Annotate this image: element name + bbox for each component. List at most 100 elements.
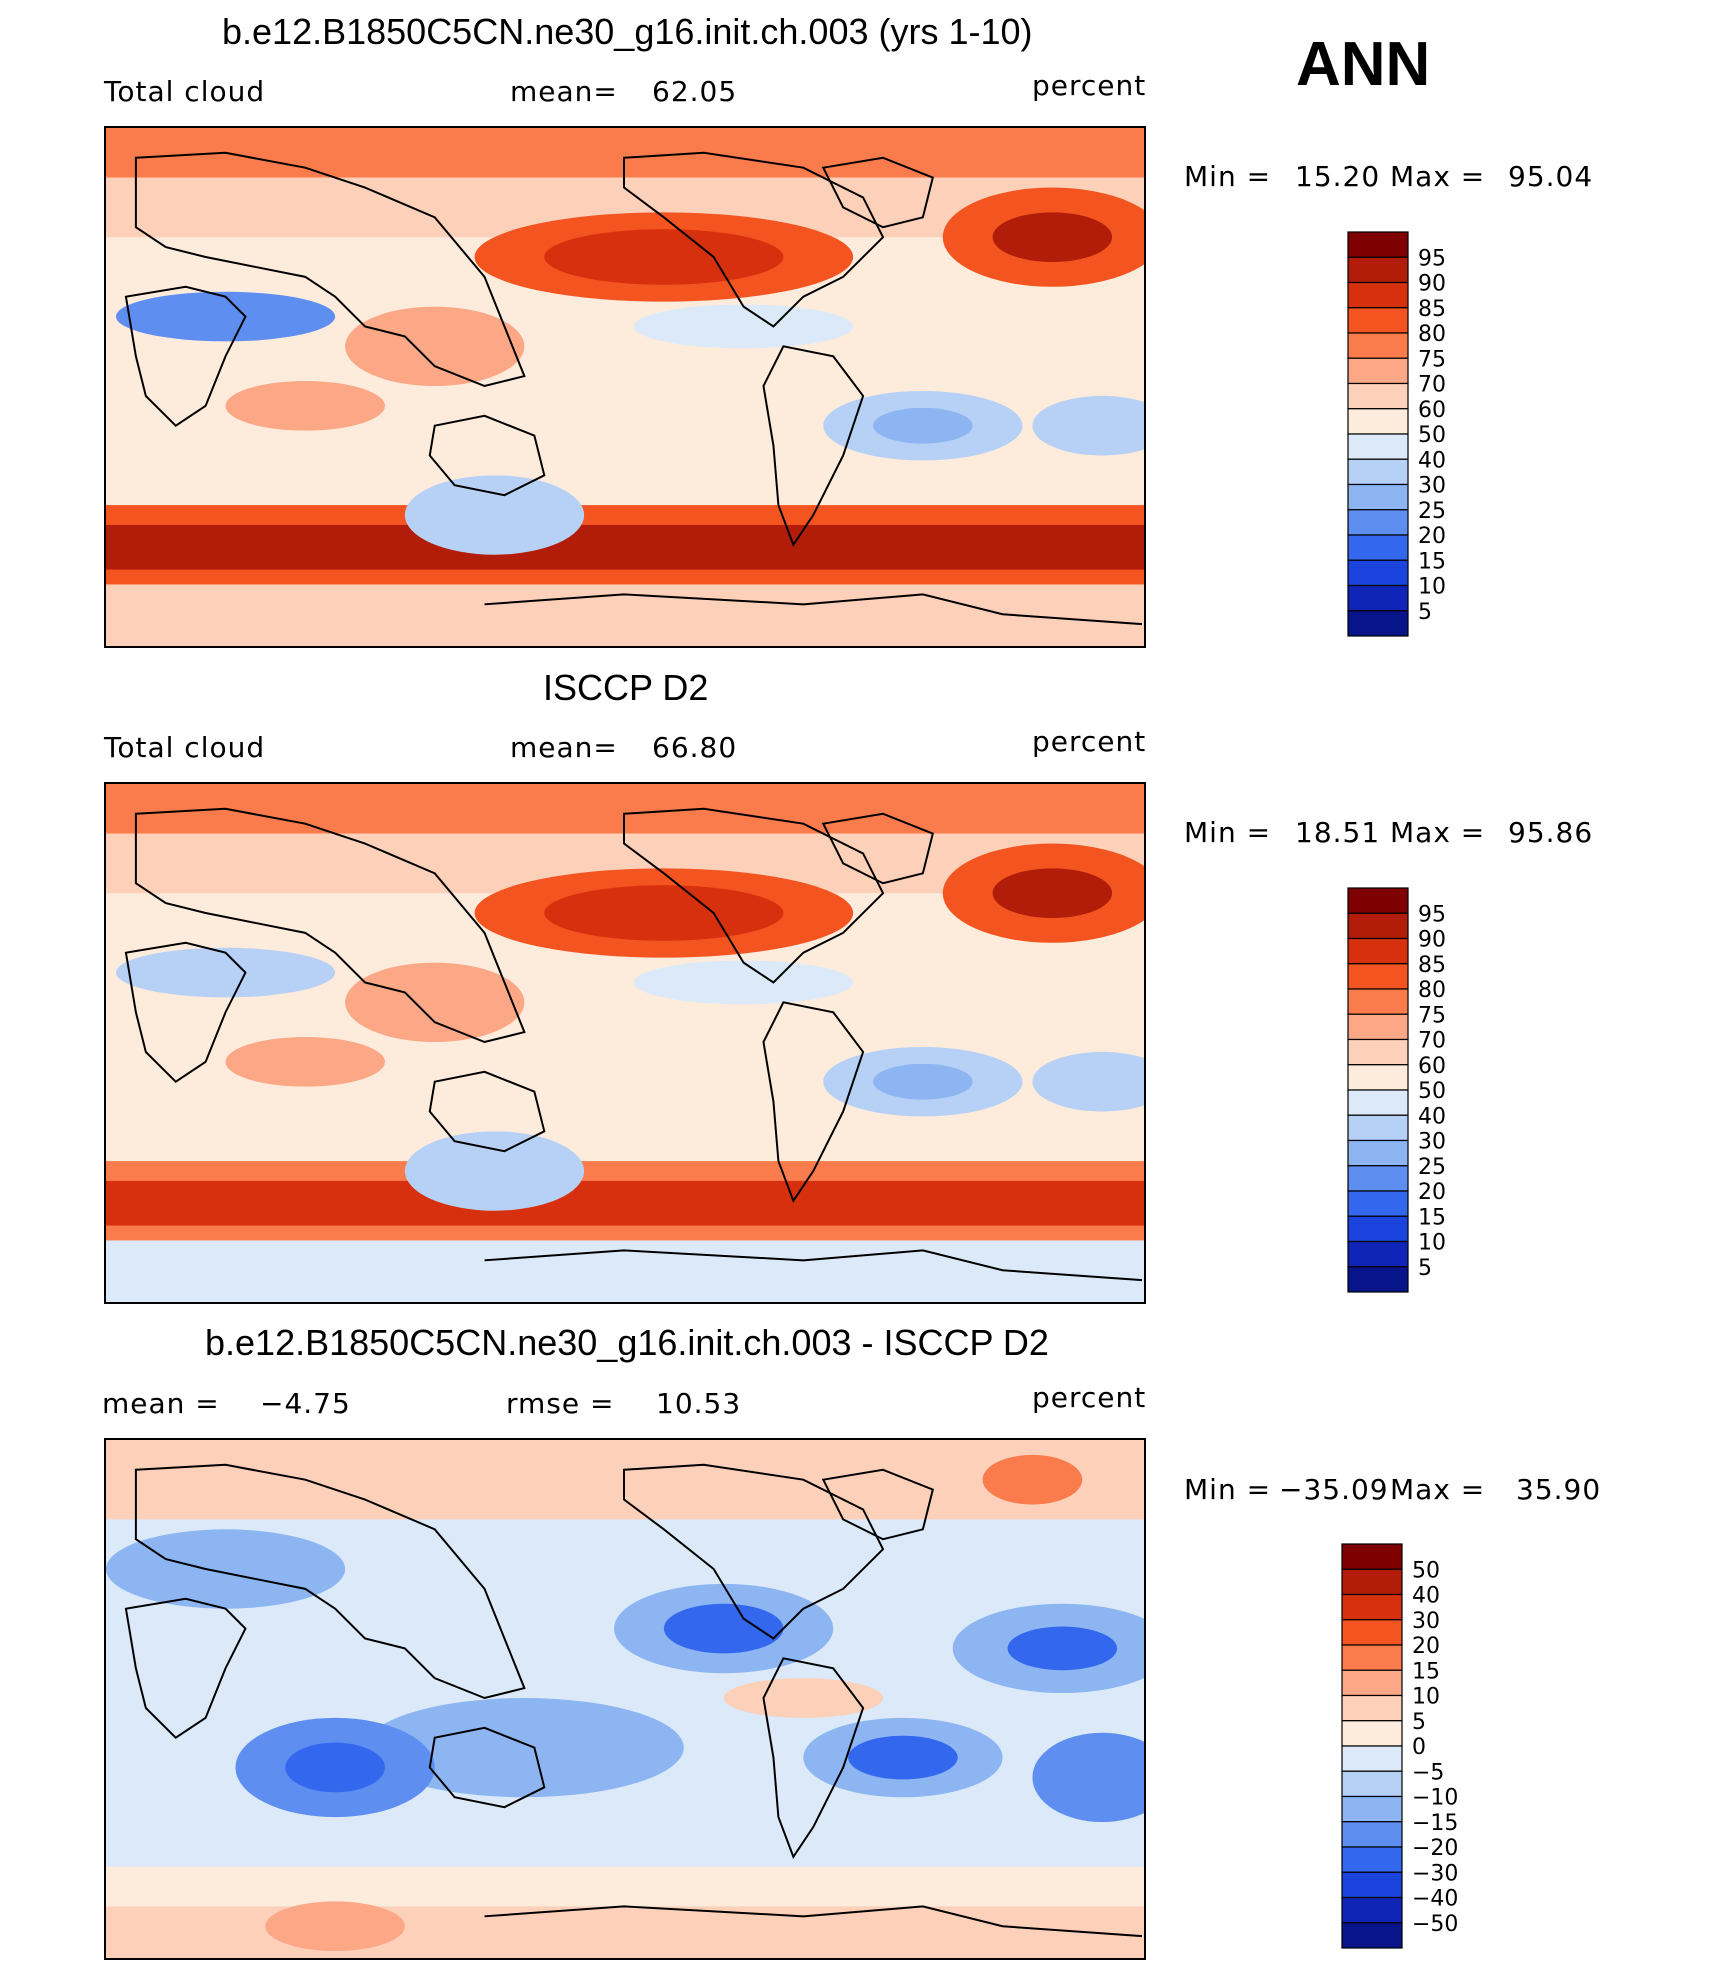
coastline — [134, 807, 526, 1044]
colorbar-tick-label: 40 — [1418, 448, 1446, 473]
colorbar-swatch — [1347, 231, 1409, 258]
contour-region — [1032, 1051, 1144, 1112]
variable-label: Total cloud — [104, 731, 266, 764]
colorbar-swatch — [1347, 1240, 1409, 1268]
contour-region — [723, 1678, 884, 1718]
colorbar-tick-label: 5 — [1418, 1256, 1432, 1281]
colorbar-tick-label: 95 — [1418, 902, 1446, 927]
colorbar-swatch — [1341, 1821, 1403, 1848]
contour-region — [663, 1603, 784, 1654]
coastline — [428, 1726, 546, 1809]
map-field — [106, 128, 1144, 646]
colorbar-tick-label: 10 — [1412, 1685, 1440, 1710]
colorbar: 95 90 85 80 75 70 60 50 40 30 25 20 15 10 5 — [1334, 226, 1454, 642]
colorbar-swatch — [1341, 1568, 1403, 1596]
coastline — [762, 1657, 865, 1859]
contour-band — [106, 1866, 1144, 1907]
mean-label: mean= — [510, 731, 618, 764]
season-label: ANN — [1296, 30, 1431, 99]
coastline — [821, 1468, 934, 1541]
min-label: Min = — [1184, 1473, 1272, 1506]
colorbar-tick-label: 85 — [1418, 297, 1446, 322]
isccp-cloud-map — [104, 782, 1146, 1304]
panel-title: b.e12.B1850C5CN.ne30_g16.init.ch.003 (yr… — [222, 11, 1033, 52]
colorbar-swatch — [1347, 1139, 1409, 1167]
coastline — [821, 812, 934, 885]
contour-region — [873, 407, 973, 444]
colorbar-swatch — [1341, 1694, 1403, 1722]
map-field — [106, 1440, 1144, 1958]
contour-region — [404, 475, 585, 555]
contour-region — [285, 1742, 385, 1793]
coastline — [762, 1001, 865, 1203]
contour-region — [992, 868, 1113, 918]
colorbar-tick-label: 70 — [1418, 1029, 1446, 1054]
mean-value: −4.75 — [260, 1387, 351, 1420]
colorbar-swatch — [1347, 584, 1409, 612]
model-cloud-map — [104, 126, 1146, 648]
colorbar-swatch — [1341, 1644, 1403, 1671]
coastline — [124, 285, 247, 427]
colorbar-swatch — [1341, 1770, 1403, 1798]
colorbar-tick-label: −15 — [1412, 1811, 1458, 1836]
colorbar-tick-label: 10 — [1418, 575, 1446, 600]
colorbar-tick-label: −10 — [1412, 1786, 1458, 1811]
colorbar-tick-label: 20 — [1418, 524, 1446, 549]
colorbar-swatch — [1347, 610, 1409, 637]
colorbar-swatch — [1347, 1114, 1409, 1142]
colorbar-swatch — [1347, 509, 1409, 536]
colorbar-tick-label: 10 — [1418, 1231, 1446, 1256]
contour-region — [225, 381, 385, 431]
colorbar-tick-label: 50 — [1412, 1558, 1440, 1583]
colorbar-swatch — [1347, 963, 1409, 990]
max-value: 95.86 — [1508, 816, 1594, 849]
colorbar-tick-label: 0 — [1412, 1735, 1426, 1760]
coastline — [124, 941, 247, 1083]
colorbar-swatch — [1347, 382, 1409, 410]
colorbar-swatch — [1341, 1619, 1403, 1646]
coastline — [623, 1463, 885, 1640]
contour-region — [345, 306, 525, 387]
colorbar-tick-label: −20 — [1412, 1836, 1458, 1861]
panel-title: b.e12.B1850C5CN.ne30_g16.init.ch.003 - I… — [205, 1322, 1049, 1363]
rmse-label: rmse = — [506, 1387, 615, 1420]
colorbar-swatch — [1347, 937, 1409, 965]
colorbar-tick-label: −40 — [1412, 1887, 1458, 1912]
contour-region — [848, 1735, 958, 1780]
colorbar-swatch — [1347, 988, 1409, 1015]
colorbar-swatch — [1341, 1669, 1403, 1697]
min-value: 18.51 — [1295, 816, 1381, 849]
colorbar-swatch — [1347, 1038, 1409, 1066]
colorbar-swatch — [1347, 408, 1409, 435]
coastline — [623, 151, 885, 328]
contour-region — [115, 291, 336, 342]
max-value: 35.90 — [1516, 1473, 1602, 1506]
difference-map — [104, 1438, 1146, 1960]
colorbar-swatch — [1341, 1922, 1403, 1949]
coastline — [124, 1597, 247, 1739]
colorbar-tick-label: 30 — [1418, 474, 1446, 499]
max-value: 95.04 — [1508, 160, 1594, 193]
min-label: Min = — [1184, 160, 1272, 193]
contour-region — [544, 885, 784, 941]
colorbar-tick-label: 25 — [1418, 1155, 1446, 1180]
colorbar-tick-label: 20 — [1412, 1634, 1440, 1659]
colorbar-tick-label: 90 — [1418, 928, 1446, 953]
units-label: percent — [1032, 69, 1147, 102]
contour-region — [982, 1454, 1083, 1505]
colorbar: 50 40 30 20 15 10 5 0 −5 −10 −15 −20 −30 −40 −50 — [1328, 1538, 1458, 1954]
colorbar-tick-label: 80 — [1418, 322, 1446, 347]
coastline — [428, 1070, 546, 1153]
min-value: 15.20 — [1295, 160, 1381, 193]
coastline — [484, 593, 1143, 626]
colorbar-swatch — [1347, 458, 1409, 486]
contour-band — [106, 1180, 1144, 1226]
coastline — [623, 807, 885, 984]
mean-label: mean = — [102, 1387, 220, 1420]
coastline — [484, 1249, 1143, 1282]
colorbar-tick-label: 5 — [1418, 600, 1432, 625]
colorbar-swatch — [1347, 1064, 1409, 1091]
contour-region — [265, 1901, 405, 1952]
mean-value: 62.05 — [652, 75, 738, 108]
min-value: −35.09 — [1279, 1473, 1389, 1506]
